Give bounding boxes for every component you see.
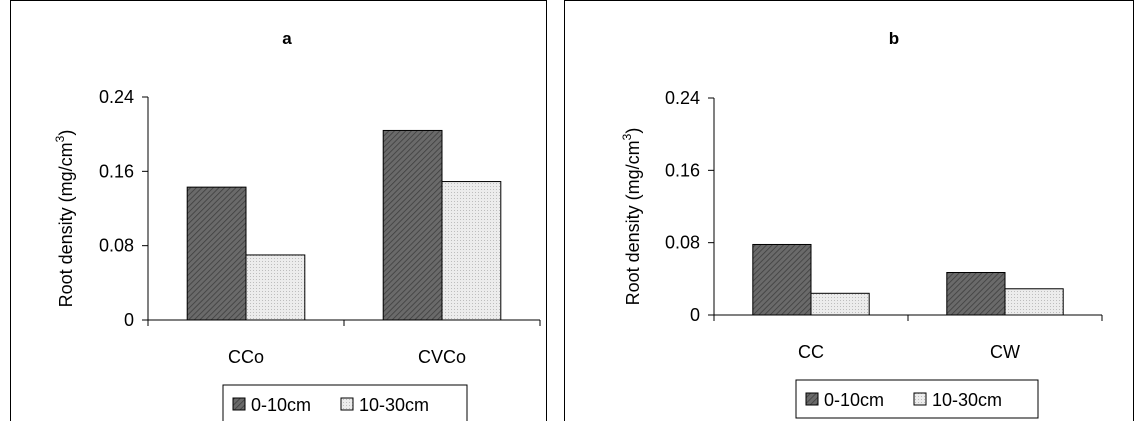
bar-cc-1030cm <box>810 292 870 316</box>
chart-a-svg: a 0 0.08 0.16 0.24 CCo CVCo Root density (mg/cm… <box>10 0 547 421</box>
y-axis-label-superscript: 3 <box>53 135 67 142</box>
bar-cc-010cm <box>752 243 812 316</box>
bar-cco-010cm <box>186 186 247 321</box>
chart-panel-a: a 0 0.08 0.16 0.24 CCo CVCo Root density (mg/cm… <box>10 0 547 421</box>
x-category-label: CCo <box>228 347 264 367</box>
x-category-label: CC <box>798 342 824 362</box>
chart-panel-b: b 0 0.08 0.16 0.24 CC CW Root density (mg/cm3) 0… <box>564 0 1134 421</box>
y-axis-label: Root density (mg/cm3) <box>620 128 643 306</box>
y-tick-label: 0 <box>690 305 700 325</box>
y-axis-label-main: Root density (mg/cm <box>56 142 76 307</box>
x-category-label: CVCo <box>418 347 466 367</box>
bar-cw-010cm <box>946 272 1006 316</box>
legend-label-010cm: 0-10cm <box>251 395 311 415</box>
bar-cvco-010cm <box>382 129 443 321</box>
y-axis-label: Root density (mg/cm3) <box>53 130 76 308</box>
bar-cvco-1030cm <box>441 181 502 321</box>
legend-label-010cm: 0-10cm <box>824 390 884 410</box>
x-category-label: CW <box>990 342 1020 362</box>
legend-swatch-010cm <box>232 397 246 411</box>
legend-swatch-010cm <box>805 392 819 406</box>
bar-cco-1030cm <box>245 254 306 321</box>
chart-title: a <box>282 29 292 48</box>
y-axis-label-main: Root density (mg/cm <box>623 140 643 305</box>
y-tick-label: 0 <box>124 310 134 330</box>
y-axis-label-end: ) <box>56 130 76 136</box>
y-axis-label-end: ) <box>623 128 643 134</box>
legend-swatch-1030cm <box>340 397 354 411</box>
chart-b-svg: b 0 0.08 0.16 0.24 CC CW Root density (mg/cm3) 0… <box>564 0 1134 421</box>
y-tick-label: 0.16 <box>665 160 700 180</box>
y-axis-label-superscript: 3 <box>620 133 634 140</box>
chart-frame <box>564 0 1134 421</box>
y-tick-label: 0.24 <box>665 88 700 108</box>
legend-label-1030cm: 10-30cm <box>932 390 1002 410</box>
y-tick-label: 0.08 <box>99 236 134 256</box>
y-tick-label: 0.24 <box>99 87 134 107</box>
legend: 0-10cm 10-30cm <box>222 384 468 421</box>
y-tick-label: 0.08 <box>665 233 700 253</box>
legend-label-1030cm: 10-30cm <box>359 395 429 415</box>
bar-cw-1030cm <box>1004 288 1064 316</box>
legend-swatch-1030cm <box>913 392 927 406</box>
y-tick-label: 0.16 <box>99 161 134 181</box>
chart-title: b <box>889 29 899 48</box>
legend: 0-10cm 10-30cm <box>795 379 1039 419</box>
